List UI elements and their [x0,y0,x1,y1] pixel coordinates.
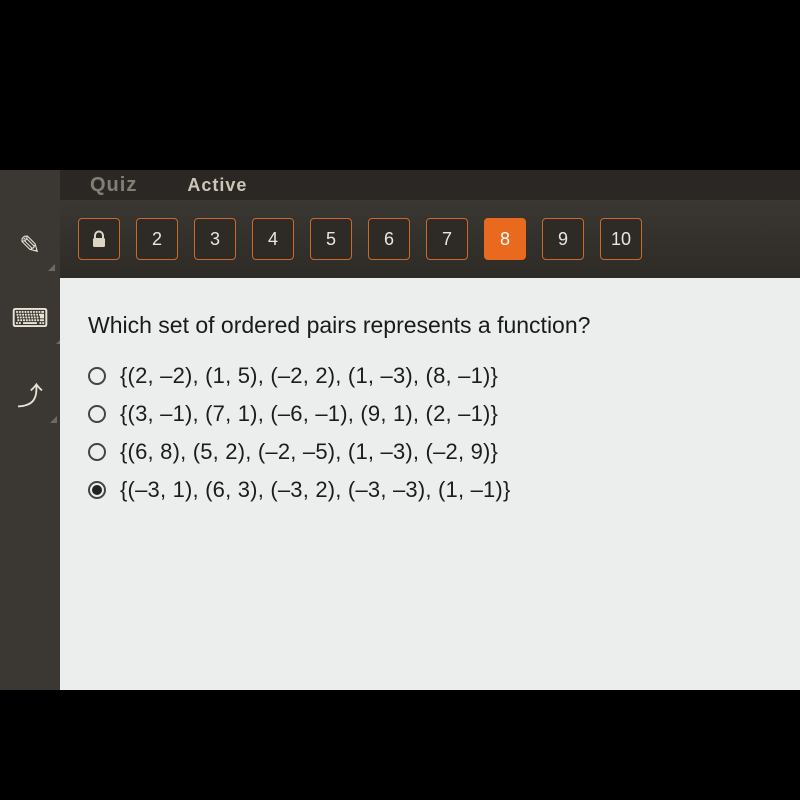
nav-tile-2[interactable]: 2 [136,218,178,260]
nav-tile-locked [78,218,120,260]
header-quiz-label: Quiz [90,174,137,197]
radio-3[interactable] [88,443,106,461]
option-2[interactable]: {(3, –1), (7, 1), (–6, –1), (9, 1), (2, … [88,401,772,427]
option-3-text: {(6, 8), (5, 2), (–2, –5), (1, –3), (–2,… [120,439,498,465]
question-panel: Which set of ordered pairs represents a … [60,278,800,690]
radio-1[interactable] [88,367,106,385]
nav-tile-6[interactable]: 6 [368,218,410,260]
radio-4[interactable] [88,481,106,499]
upload-icon[interactable]: ⤴ [17,376,43,413]
nav-tile-10[interactable]: 10 [600,218,642,260]
question-prompt: Which set of ordered pairs represents a … [88,312,772,339]
options-group: {(2, –2), (1, 5), (–2, 2), (1, –3), (8, … [88,363,772,503]
quiz-header: Quiz Active [60,170,800,200]
option-4[interactable]: {(–3, 1), (6, 3), (–3, 2), (–3, –3), (1,… [88,477,772,503]
nav-tile-7[interactable]: 7 [426,218,468,260]
nav-tile-4[interactable]: 4 [252,218,294,260]
letterbox-bottom [0,690,800,800]
tool-sidebar: ✎ ⌨ ⤴ [0,170,60,690]
option-4-text: {(–3, 1), (6, 3), (–3, 2), (–3, –3), (1,… [120,477,511,503]
option-1[interactable]: {(2, –2), (1, 5), (–2, 2), (1, –3), (8, … [88,363,772,389]
option-3[interactable]: {(6, 8), (5, 2), (–2, –5), (1, –3), (–2,… [88,439,772,465]
pencil-icon[interactable]: ✎ [19,230,41,261]
question-nav: 2 3 4 5 6 7 8 9 10 [60,200,800,278]
option-2-text: {(3, –1), (7, 1), (–6, –1), (9, 1), (2, … [120,401,498,427]
letterbox-top [0,0,800,170]
option-1-text: {(2, –2), (1, 5), (–2, 2), (1, –3), (8, … [120,363,498,389]
header-active-label: Active [187,175,247,196]
nav-tile-9[interactable]: 9 [542,218,584,260]
nav-tile-3[interactable]: 3 [194,218,236,260]
lock-icon [91,230,107,248]
keyboard-icon[interactable]: ⌨ [11,303,49,334]
radio-2[interactable] [88,405,106,423]
nav-tile-8[interactable]: 8 [484,218,526,260]
nav-tile-5[interactable]: 5 [310,218,352,260]
